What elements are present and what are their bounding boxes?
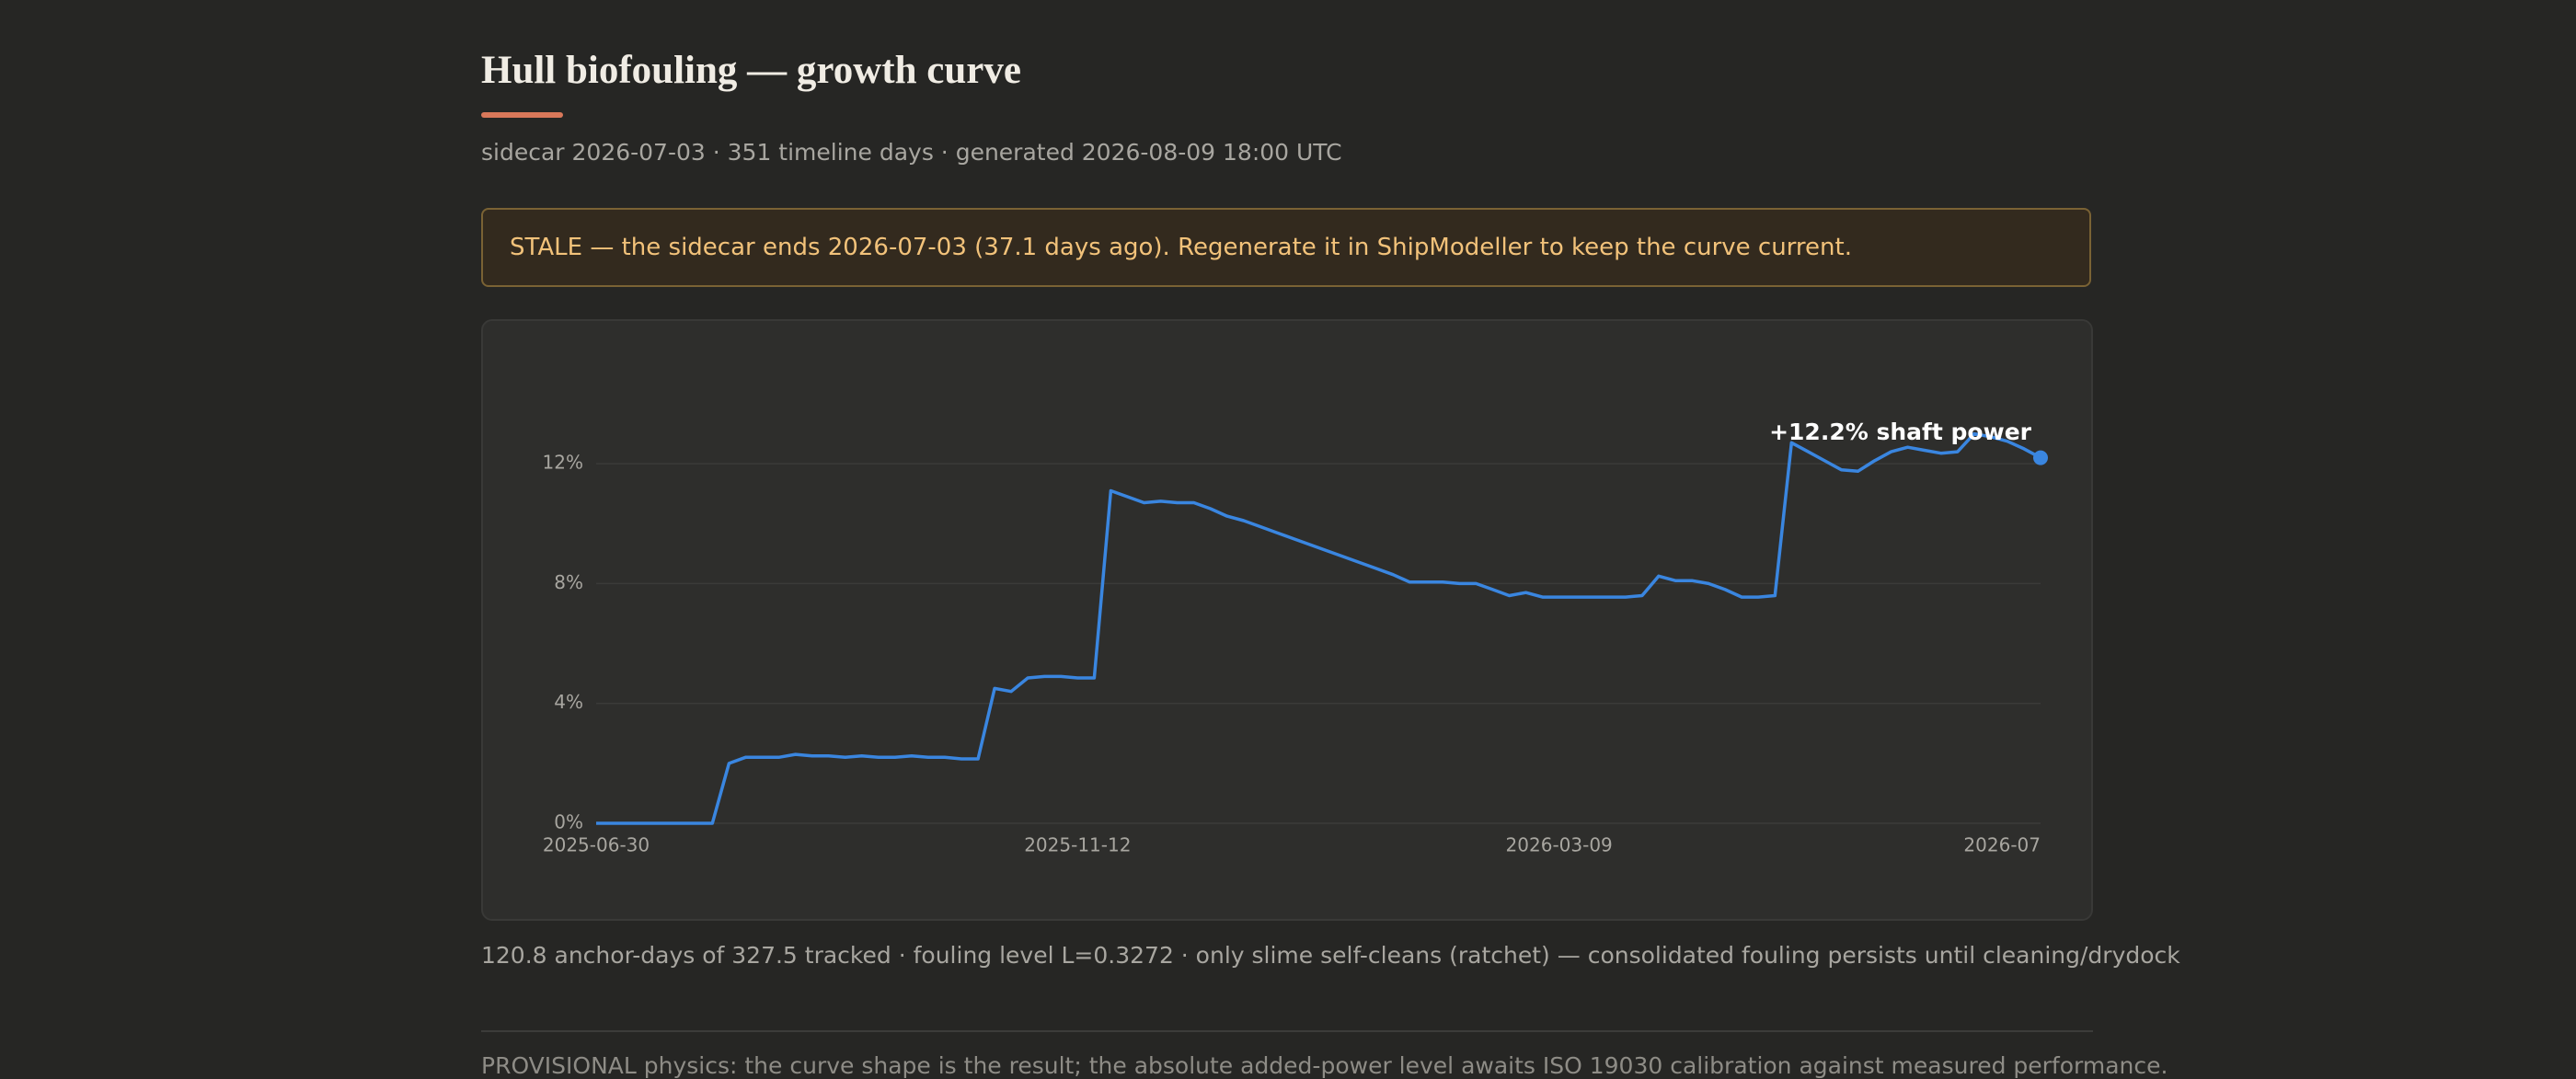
page-title: Hull biofouling — growth curve bbox=[481, 49, 1021, 92]
x-tick-label: 2026-03-09 bbox=[1506, 834, 1613, 856]
divider bbox=[481, 1030, 2093, 1032]
stale-warning-box bbox=[481, 208, 2091, 287]
footer-note: 120.8 anchor-days of 327.5 tracked · fou… bbox=[481, 942, 2180, 969]
stale-warning: STALE — the sidecar ends 2026-07-03 (37.… bbox=[510, 234, 1852, 261]
last-point bbox=[2033, 450, 2048, 465]
y-tick-label: 12% bbox=[543, 452, 583, 474]
provisional-note: PROVISIONAL physics: the curve shape is … bbox=[481, 1052, 2168, 1079]
y-tick-label: 4% bbox=[554, 691, 583, 713]
x-tick-label: 2025-06-30 bbox=[543, 834, 650, 856]
x-tick-label: 2026-07 bbox=[1963, 834, 2041, 856]
chart-card bbox=[481, 319, 2093, 921]
growth-line bbox=[596, 431, 2041, 825]
x-tick-label: 2025-11-12 bbox=[1024, 834, 1131, 856]
y-tick-label: 0% bbox=[554, 811, 583, 833]
subtitle: sidecar 2026-07-03 · 351 timeline days ·… bbox=[481, 139, 1342, 166]
annotation: +12.2% shaft power bbox=[1769, 419, 2032, 445]
y-tick-label: 8% bbox=[554, 571, 583, 593]
title-underline bbox=[481, 112, 563, 118]
